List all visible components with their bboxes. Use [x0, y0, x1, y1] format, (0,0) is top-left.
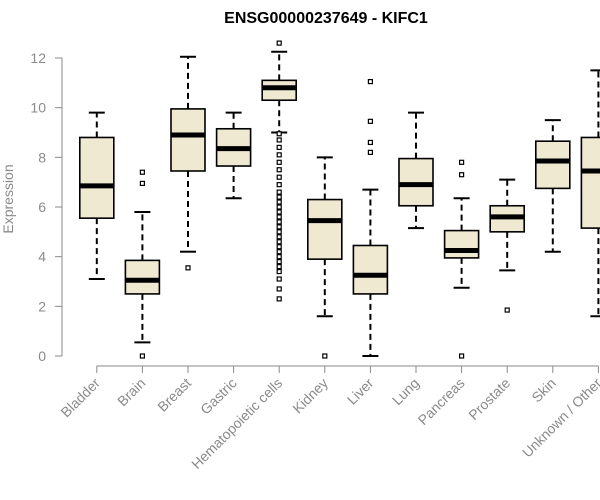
box-brain — [124, 169, 161, 359]
outlier-point — [276, 174, 282, 180]
box-breast — [170, 55, 206, 271]
outlier-point — [276, 224, 282, 230]
box-iqr — [443, 229, 480, 259]
outlier-point — [367, 78, 373, 85]
box-iqr — [352, 244, 389, 295]
outlier-point — [276, 144, 282, 150]
x-tick-label: Prostate — [465, 375, 513, 423]
chart-title: ENSG00000237649 - KIFC1 — [224, 10, 428, 27]
box-gastric — [215, 111, 252, 200]
x-tick-label: Pancreas — [415, 375, 468, 428]
outlier-point — [276, 239, 282, 245]
outlier-point — [459, 172, 465, 178]
box-iqr — [534, 140, 571, 190]
box-liver — [352, 78, 389, 357]
outlier-point — [276, 234, 282, 240]
outlier-point — [276, 199, 282, 205]
y-tick-label: 8 — [38, 149, 46, 165]
y-axis: 0 2 4 6 8 10 12 — [30, 50, 63, 364]
outlier-point — [276, 214, 282, 220]
y-tick-label: 2 — [38, 298, 46, 314]
outlier-point — [276, 249, 282, 255]
outlier-point — [276, 167, 282, 173]
y-tick-label: 6 — [38, 199, 46, 215]
x-tick-label: Kidney — [289, 375, 331, 417]
box-kidney — [306, 156, 343, 359]
outlier-point — [367, 149, 373, 155]
box-iqr — [124, 259, 161, 295]
x-tick-label: Skin — [528, 375, 559, 406]
box-lung — [398, 111, 434, 230]
x-tick-label: Liver — [344, 375, 377, 408]
outlier-point — [185, 265, 191, 271]
outlier-point — [276, 189, 282, 195]
outlier-point — [139, 180, 145, 187]
box-prostate — [489, 178, 526, 313]
outlier-point — [276, 244, 282, 250]
y-tick-label: 0 — [38, 348, 46, 364]
y-tick-label: 12 — [30, 50, 46, 66]
outlier-point — [276, 264, 282, 270]
outlier-point — [367, 139, 373, 146]
x-tick-label: Gastric — [197, 375, 240, 418]
box-iqr — [580, 136, 600, 229]
box-unknown-other — [580, 69, 600, 318]
outlier-point — [276, 40, 282, 46]
outlier-point — [276, 182, 282, 188]
outlier-point — [367, 118, 373, 124]
outlier-point — [322, 353, 328, 359]
box-iqr — [79, 136, 115, 219]
outlier-point — [276, 194, 282, 200]
outlier-point — [276, 152, 282, 158]
outlier-point — [276, 137, 282, 143]
box-iqr — [306, 198, 343, 260]
box-bladder — [79, 111, 115, 281]
x-tick-label: Unknown / Other — [519, 375, 600, 461]
outlier-point — [459, 353, 465, 359]
y-tick-label: 4 — [38, 249, 46, 265]
outlier-point — [276, 131, 282, 137]
outlier-point — [276, 286, 282, 292]
outlier-point — [276, 268, 282, 275]
outlier-point — [276, 259, 282, 265]
box-pancreas — [443, 159, 480, 359]
boxes-group — [79, 40, 600, 359]
x-tick-label: Hematopoietic cells — [188, 375, 285, 472]
outlier-point — [276, 254, 282, 260]
outlier-point — [276, 296, 282, 302]
box-iqr — [170, 108, 206, 172]
y-axis-label: Expression — [0, 164, 16, 233]
y-tick-label: 10 — [30, 100, 46, 116]
outlier-point — [504, 307, 510, 313]
outlier-point — [276, 229, 282, 235]
box-skin — [534, 119, 571, 253]
outlier-point — [276, 204, 282, 210]
outlier-point — [276, 276, 282, 282]
box-hematopoietic-cells — [261, 40, 298, 302]
outlier-point — [276, 209, 282, 215]
x-tick-label: Lung — [389, 375, 422, 408]
outlier-point — [276, 159, 282, 165]
outlier-point — [459, 159, 465, 165]
x-tick-label: Brain — [114, 375, 148, 409]
outlier-point — [276, 219, 282, 225]
x-tick-label: Breast — [154, 375, 194, 415]
x-tick-label: Bladder — [57, 375, 103, 421]
outlier-point — [139, 353, 145, 359]
outlier-point — [139, 169, 145, 175]
